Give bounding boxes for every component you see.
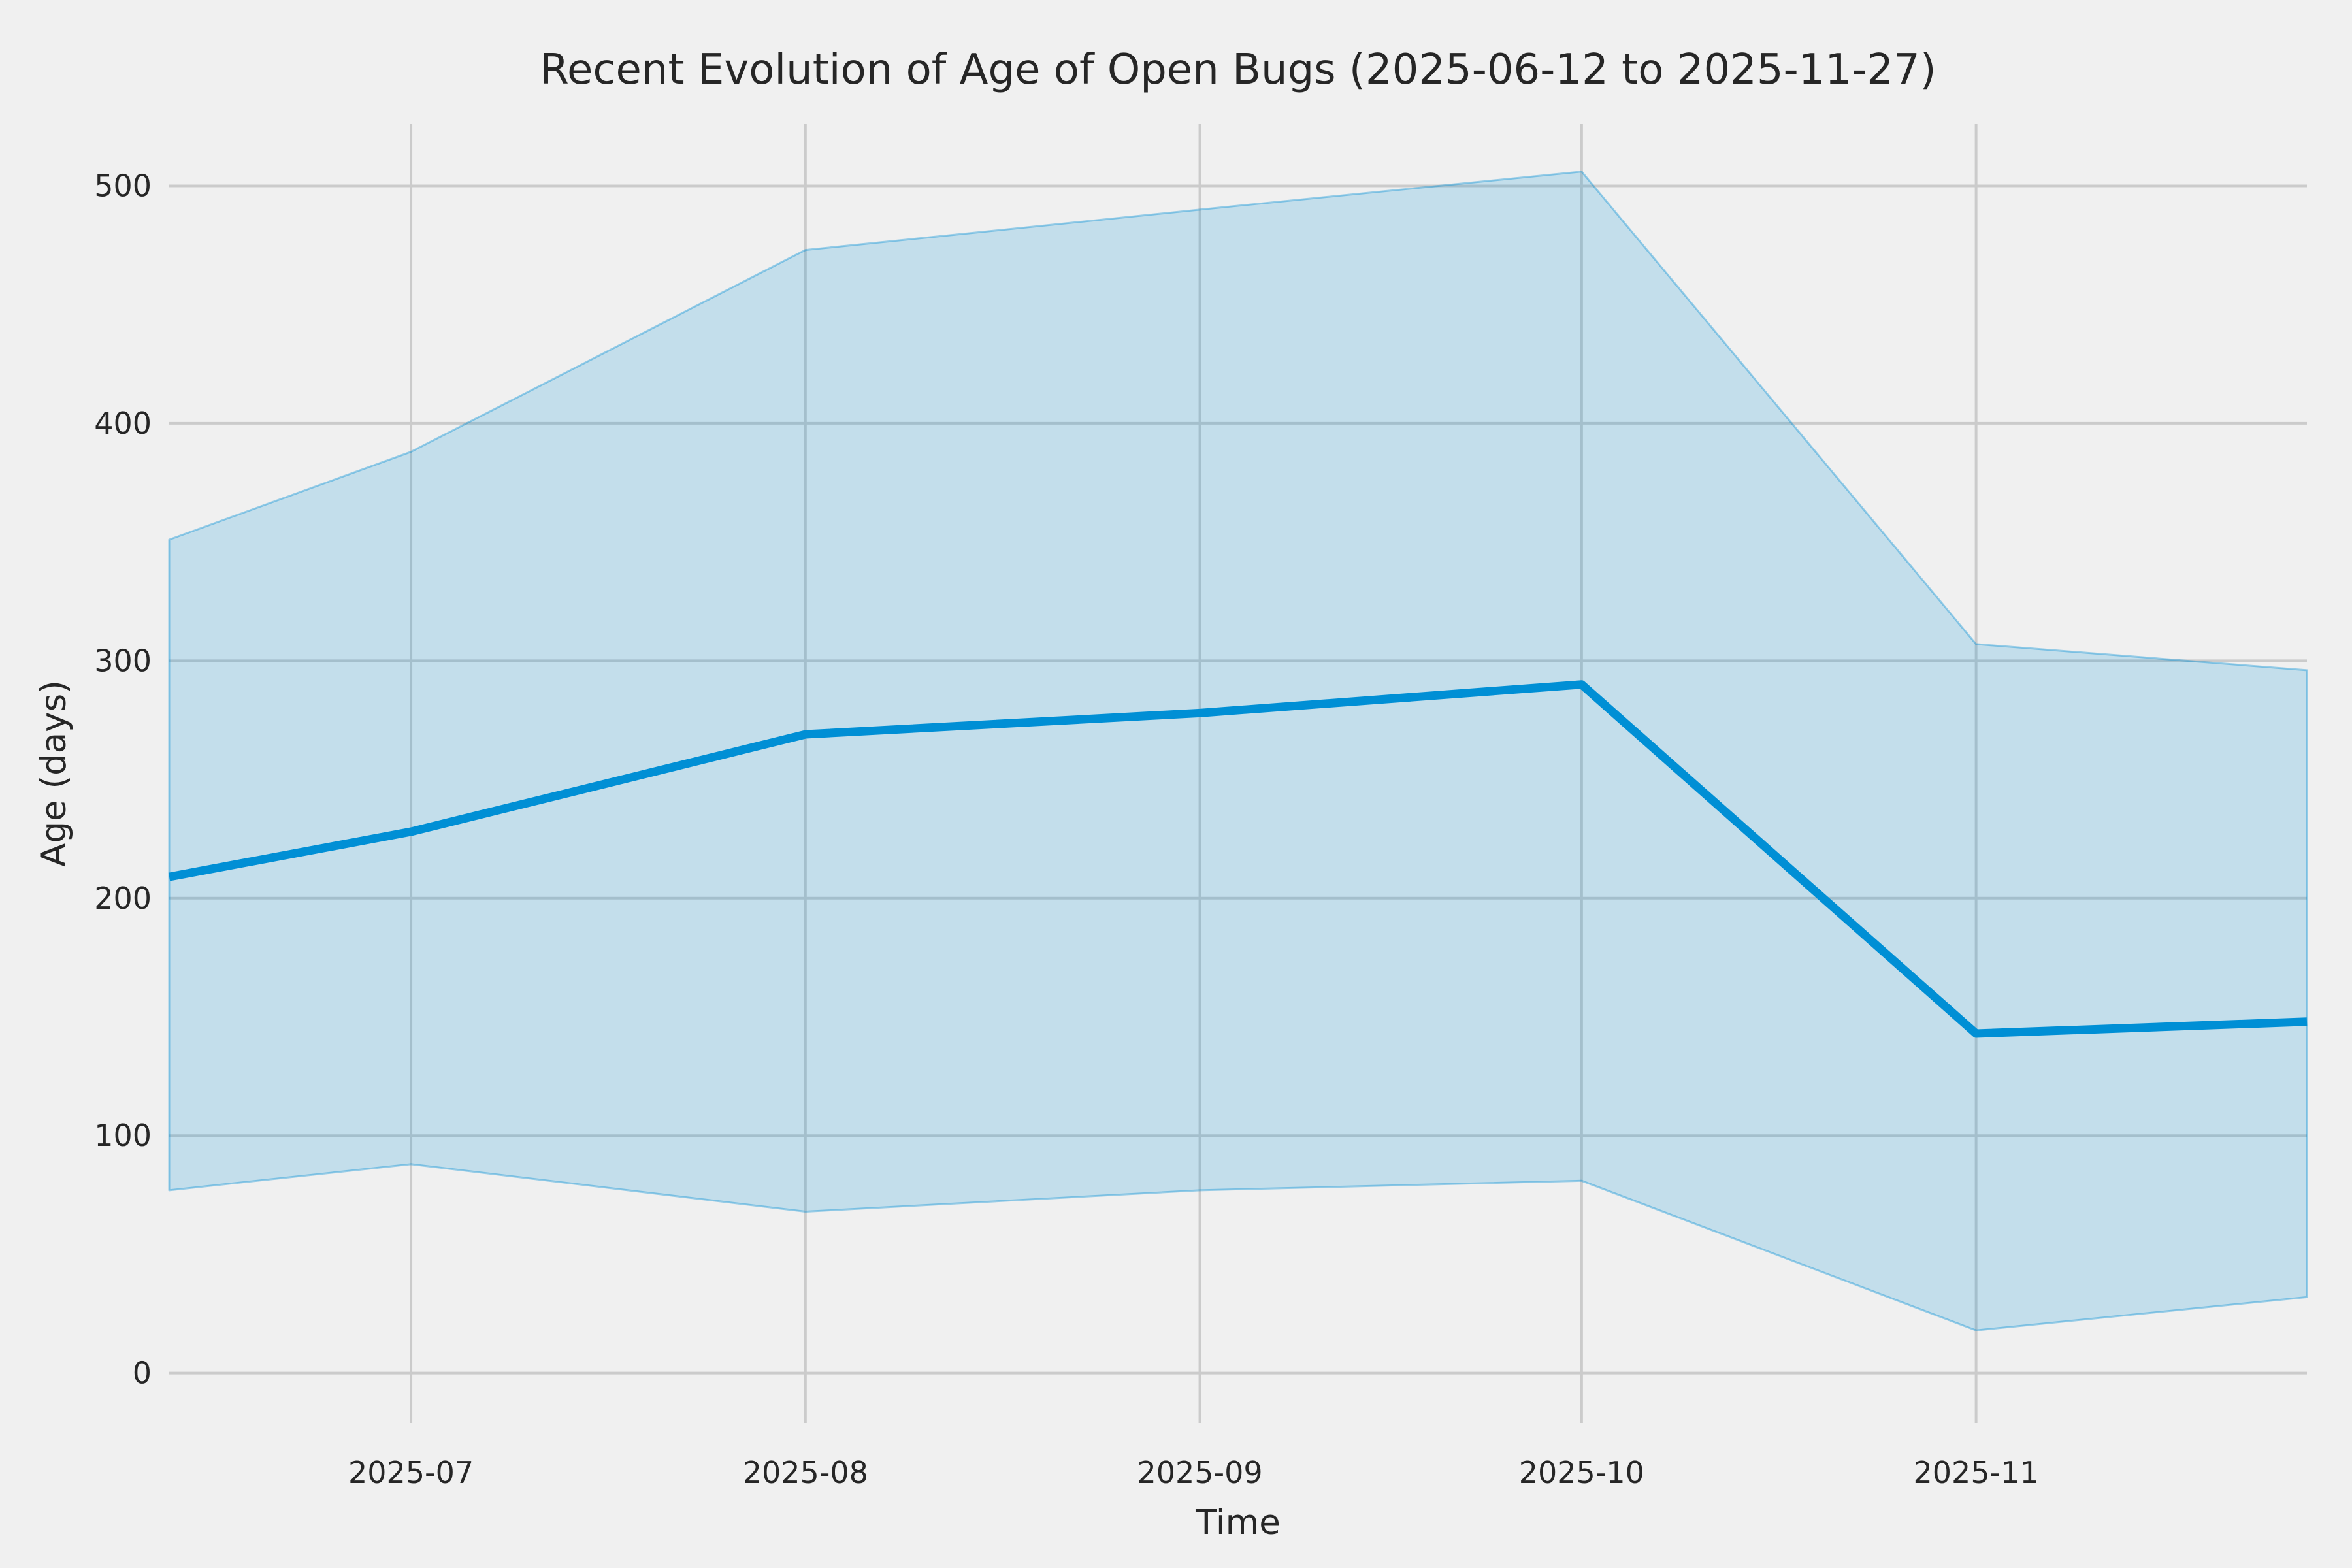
- range-band: [168, 171, 2308, 1331]
- x-tick-label: 2025-08: [743, 1455, 868, 1490]
- x-tick-label: 2025-07: [348, 1455, 474, 1490]
- x-tick-label: 2025-09: [1137, 1455, 1262, 1490]
- y-tick-label: 200: [94, 881, 152, 916]
- x-tick-label: 2025-10: [1519, 1455, 1644, 1490]
- y-axis-label: Age (days): [34, 680, 74, 867]
- y-tick-label: 100: [94, 1118, 152, 1153]
- y-tick-label: 0: [133, 1356, 152, 1391]
- y-tick-labels: 0 100 200 300 400 500: [94, 168, 152, 1390]
- x-tick-label: 2025-11: [1914, 1455, 2039, 1490]
- y-tick-label: 400: [94, 406, 152, 441]
- chart-title: Recent Evolution of Age of Open Bugs (20…: [540, 46, 1936, 94]
- x-axis-label: Time: [1195, 1503, 1281, 1543]
- mean-line: [168, 680, 2308, 1038]
- x-tick-labels: 2025-07 2025-08 2025-09 2025-10 2025-11: [348, 1455, 2039, 1490]
- y-tick-label: 500: [94, 168, 152, 203]
- y-tick-label: 300: [94, 643, 152, 678]
- gridlines: [169, 124, 2307, 1423]
